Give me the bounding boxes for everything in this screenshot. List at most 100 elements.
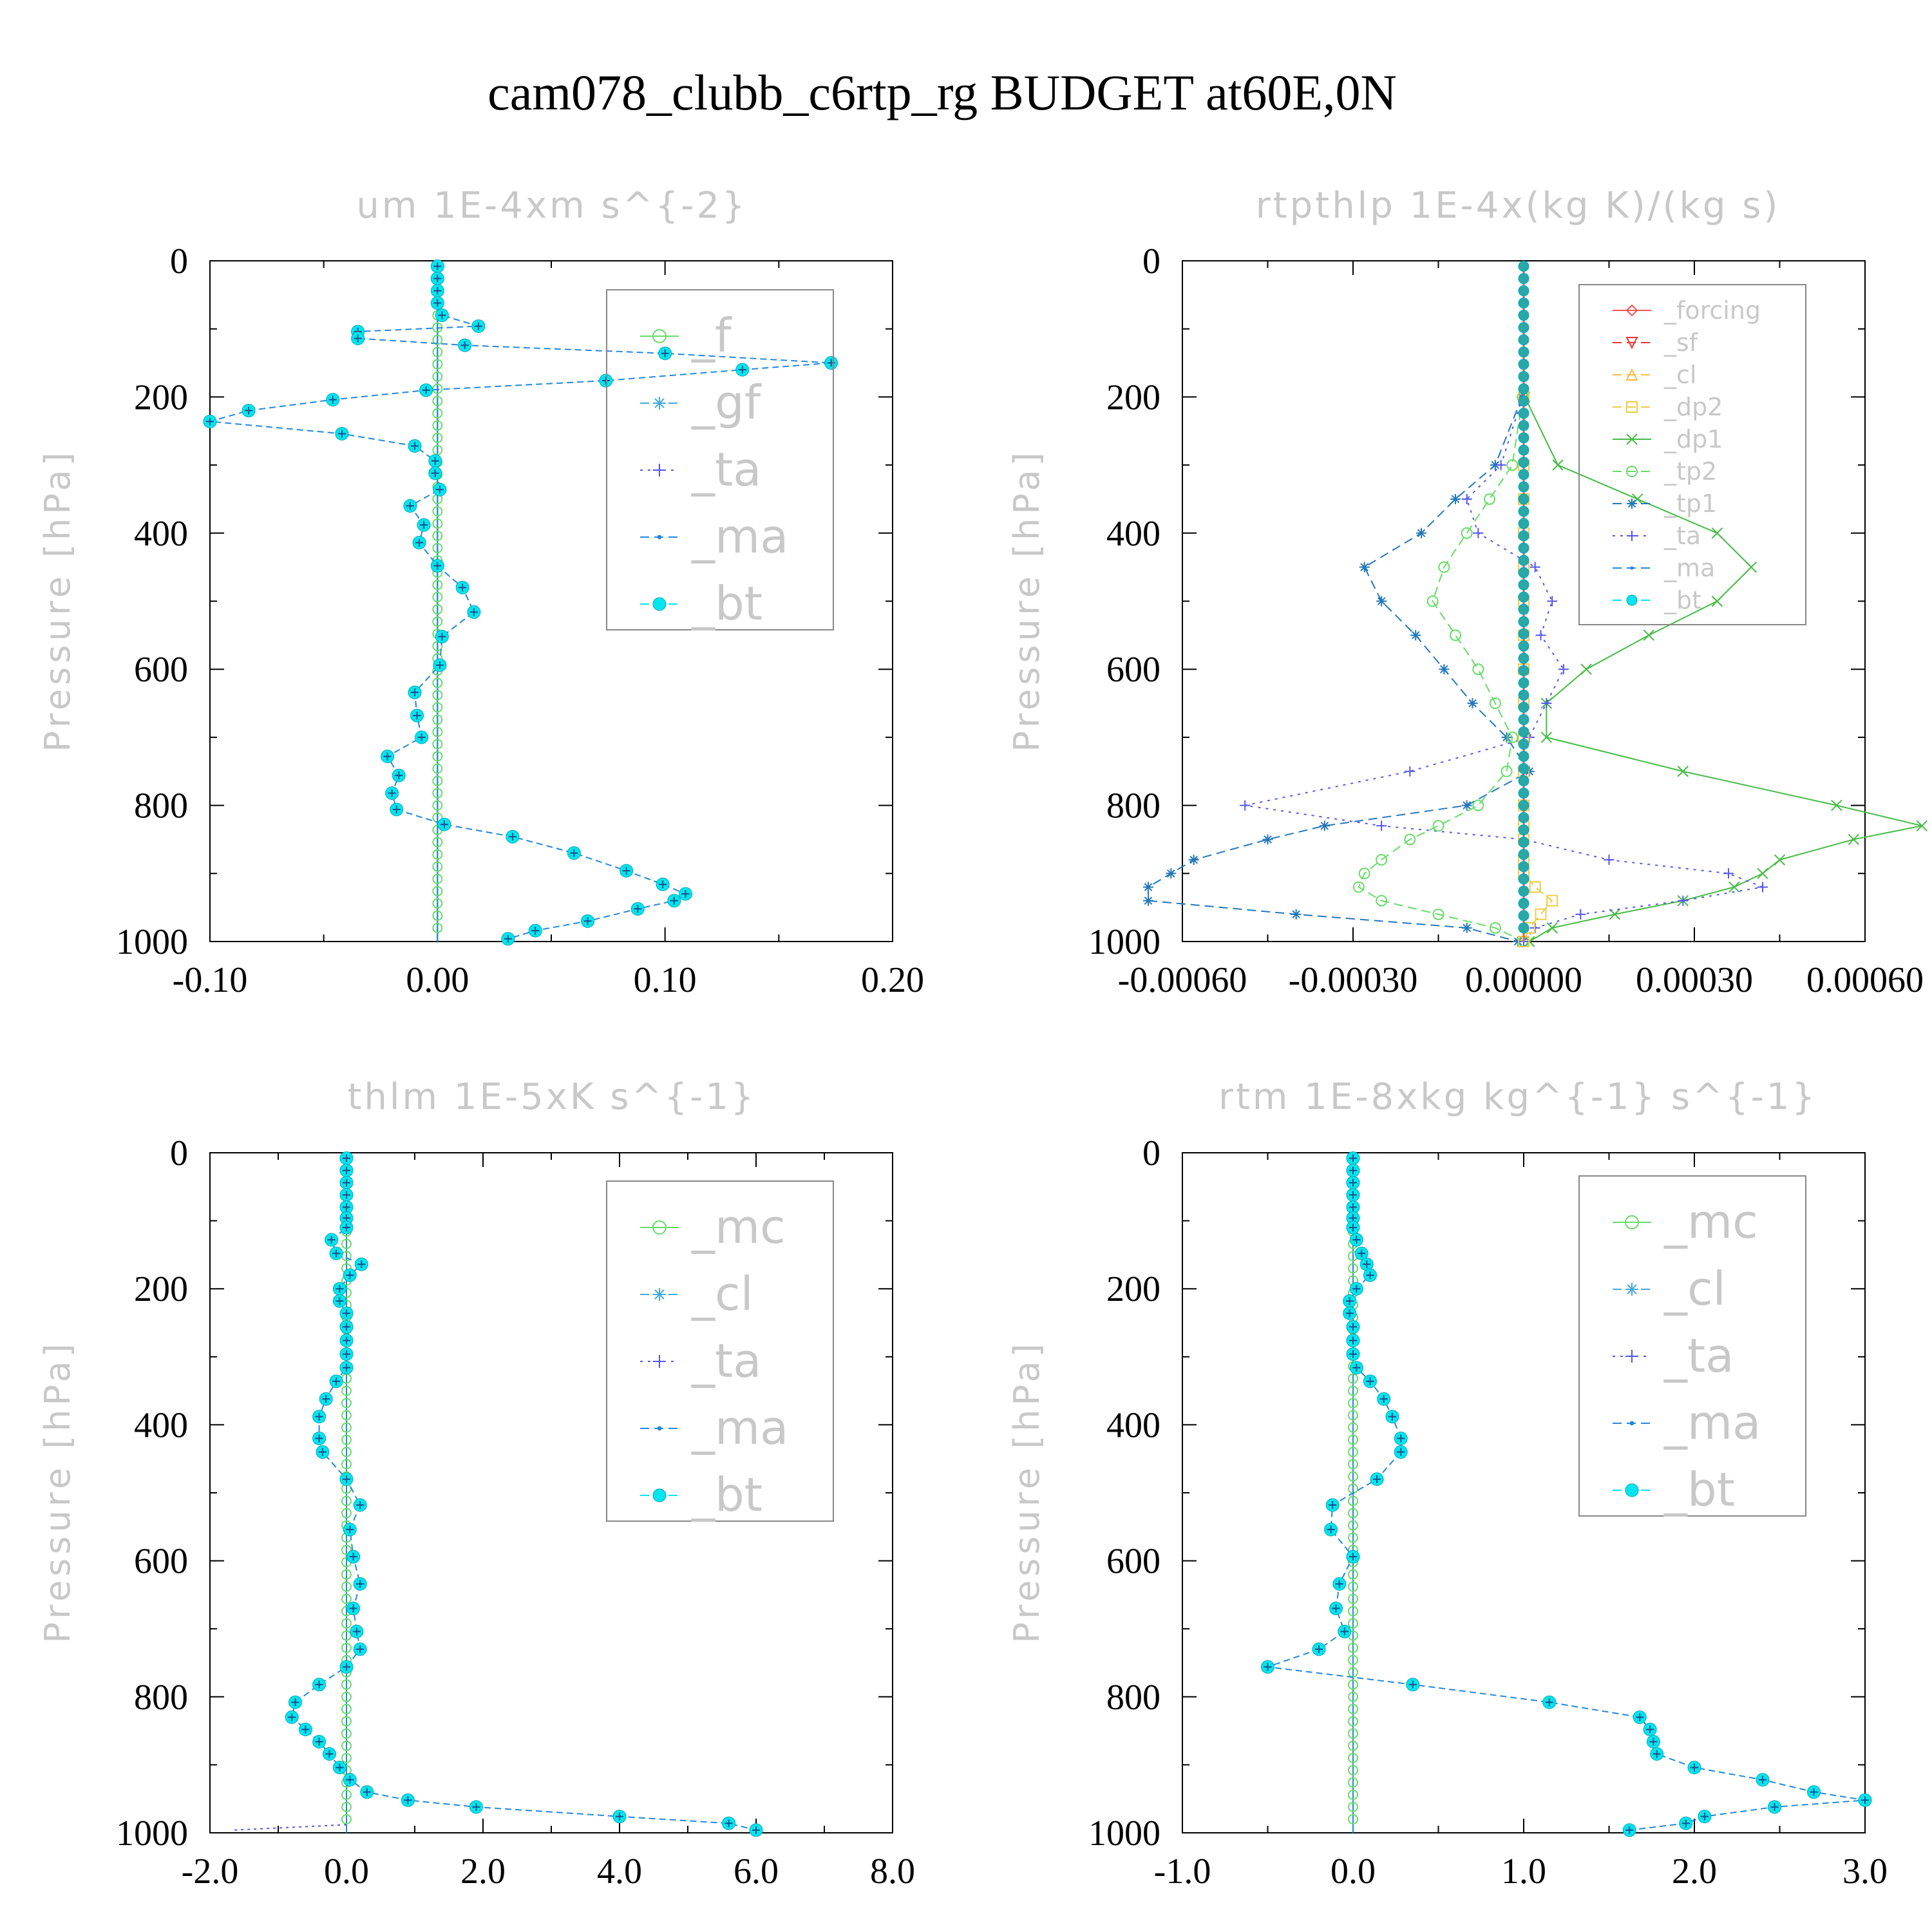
legend-marker — [653, 397, 666, 410]
data-point-bt — [1518, 322, 1530, 334]
data-point-bt-cross — [435, 486, 444, 494]
data-point-zero — [341, 1385, 352, 1396]
data-point-bt-cross — [1653, 1750, 1661, 1758]
data-point-bt — [1518, 285, 1530, 297]
data-point-bt-cross — [1349, 1191, 1357, 1199]
data-point-tp1 — [1319, 820, 1330, 831]
data-point-zero — [432, 346, 443, 357]
series-line-tp1 — [1148, 397, 1531, 942]
data-point-zero — [1348, 1397, 1358, 1408]
data-point-bt-cross — [352, 1627, 361, 1636]
legend-marker — [1625, 1215, 1639, 1229]
legend-marker — [652, 329, 667, 343]
y-tick-label: 0 — [1142, 1133, 1160, 1173]
data-point-tp2 — [1426, 595, 1439, 607]
legend-marker — [1627, 531, 1637, 541]
data-point-bt-cross — [1681, 1819, 1690, 1828]
data-point-zero — [432, 371, 443, 382]
data-point-bt-cross — [346, 1526, 354, 1534]
data-point-zero — [341, 1752, 352, 1763]
data-point-zero — [432, 788, 443, 799]
data-point-bt — [1518, 408, 1530, 419]
legend-label: _ta — [691, 442, 761, 497]
data-point-dp2 — [1535, 908, 1547, 920]
x-tick-label: 0.00030 — [1636, 960, 1753, 1000]
data-point-zero — [1348, 1789, 1358, 1800]
data-point-bt-cross — [1545, 1698, 1553, 1707]
data-point-bt-cross — [474, 322, 482, 330]
data-point-tp1 — [1376, 596, 1387, 607]
data-point-tp2 — [1501, 765, 1513, 777]
data-point-bt-cross — [616, 1812, 623, 1821]
data-point-zero — [1348, 1654, 1358, 1665]
data-point-bt — [1518, 444, 1530, 456]
legend-label: _ta — [1663, 1329, 1734, 1383]
data-point-dp1 — [1711, 595, 1723, 607]
data-point-tp2 — [1472, 799, 1484, 811]
legend-box — [606, 1180, 834, 1522]
data-point-zero — [341, 1238, 352, 1249]
y-tick-label: 1000 — [116, 1814, 188, 1853]
data-point-bt-cross — [435, 661, 444, 669]
data-point-bt-cross — [1810, 1788, 1818, 1796]
data-point-bt-cross — [343, 1350, 350, 1358]
data-point-zero — [432, 395, 443, 406]
data-point-zero — [1348, 1263, 1358, 1274]
data-point-bt-cross — [1349, 1350, 1357, 1358]
data-point-bt — [1518, 689, 1530, 701]
x-tick-label: 0.20 — [861, 960, 924, 1000]
y-tick-label: 400 — [1106, 1405, 1160, 1445]
y-tick-label: 400 — [134, 514, 188, 554]
legend-box — [606, 289, 834, 630]
data-point-tp2 — [1489, 922, 1501, 934]
data-point-bt — [1518, 260, 1530, 272]
legend-label: _ta — [691, 1334, 761, 1388]
y-axis-label: Pressure [hPa] — [37, 1340, 78, 1643]
legend-label: _bt — [691, 576, 762, 630]
data-point-dp1 — [1643, 629, 1655, 641]
data-point-zero — [1348, 1520, 1358, 1531]
data-point-zero — [1348, 1703, 1358, 1714]
data-point-tp2 — [1358, 867, 1370, 880]
data-point-bt — [1518, 652, 1530, 664]
x-tick-label: 0.00000 — [1465, 960, 1582, 1000]
data-point-bt-cross — [1349, 1214, 1357, 1222]
data-point-zero — [432, 922, 443, 933]
data-point-tp1 — [1439, 664, 1450, 675]
data-point-bt — [1518, 493, 1530, 505]
data-point-dp1 — [1745, 561, 1757, 573]
data-point-bt-cross — [336, 1297, 344, 1305]
data-point-bt-cross — [343, 1336, 350, 1345]
data-point-bt — [1518, 812, 1530, 824]
legend-label: _forcing — [1663, 296, 1761, 325]
data-point-zero — [341, 1801, 352, 1812]
data-point-zero — [1348, 1410, 1358, 1421]
data-point-zero — [432, 873, 443, 884]
legend-label: _mc — [1663, 1195, 1758, 1249]
data-point-bt — [1518, 763, 1530, 775]
legend-label: _bt — [1663, 1463, 1735, 1517]
y-tick-label: 200 — [134, 1269, 188, 1309]
data-point-bt-cross — [1373, 1475, 1381, 1483]
data-point-tp2 — [1376, 895, 1388, 907]
data-point-bt-cross — [738, 366, 746, 374]
data-point-bt-cross — [315, 1434, 323, 1443]
data-point-ta — [1547, 596, 1558, 607]
data-point-bt — [1518, 567, 1530, 578]
data-point-dp1 — [1774, 854, 1786, 866]
data-point-bt — [1518, 334, 1530, 346]
legend-label: _tp1 — [1663, 489, 1717, 518]
data-point-bt-cross — [1340, 1627, 1349, 1636]
data-point-bt-cross — [1861, 1796, 1869, 1804]
data-point-ta — [1530, 562, 1540, 573]
plot-frame — [209, 1152, 893, 1833]
data-point-zero — [1348, 1495, 1358, 1506]
legend-marker — [1629, 1421, 1634, 1426]
data-point-bt-cross — [422, 386, 430, 394]
data-point-bt-cross — [1349, 1166, 1357, 1175]
data-point-zero — [432, 898, 443, 909]
data-point-bt-cross — [315, 1738, 323, 1746]
legend-label: _ma — [691, 1401, 788, 1455]
data-point-bt-cross — [1690, 1763, 1698, 1772]
